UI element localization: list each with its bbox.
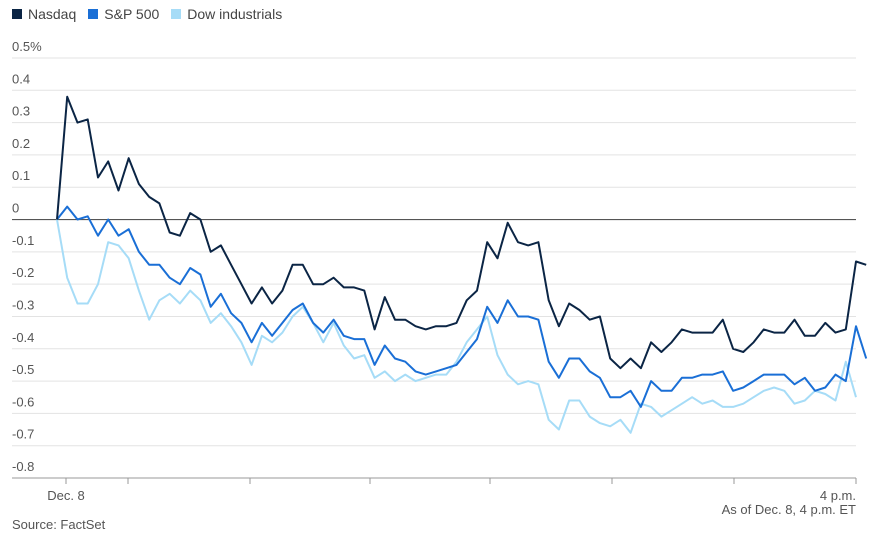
y-axis-labels: 0.5% 0.4 0.3 0.2 0.1 0 -0.1 -0.2 -0.3 -0.4 -0.5 -0.…	[12, 39, 42, 474]
y-tick-label: -0.1	[12, 233, 34, 248]
y-tick-label: -0.6	[12, 394, 34, 409]
x-tick-label: 4 p.m.	[820, 488, 856, 503]
series-line-dow-industrials	[56, 219, 857, 434]
source-note: Source: FactSet	[12, 517, 106, 532]
y-tick-label: 0.5%	[12, 39, 42, 54]
series-lines	[56, 95, 868, 434]
chart-legend: Nasdaq S&P 500 Dow industrials	[12, 6, 294, 22]
series-line-s-p-500	[56, 205, 868, 408]
y-tick-label: 0	[12, 201, 19, 216]
series-line-nasdaq	[56, 95, 867, 370]
y-tick-label: -0.7	[12, 427, 34, 442]
legend-label-sp500: S&P 500	[104, 6, 160, 22]
y-tick-label: 0.1	[12, 168, 30, 183]
legend-item-dow: Dow industrials	[171, 6, 282, 22]
legend-swatch-sp500	[88, 9, 99, 19]
y-tick-label: -0.8	[12, 459, 34, 474]
legend-swatch-nasdaq	[12, 9, 22, 19]
y-tick-label: 0.3	[12, 104, 30, 119]
legend-item-sp500: S&P 500	[88, 6, 159, 22]
legend-item-nasdaq: Nasdaq	[12, 6, 76, 22]
legend-swatch-dow	[171, 9, 182, 19]
x-tick-label: Dec. 8	[47, 488, 85, 503]
legend-label-nasdaq: Nasdaq	[28, 6, 77, 22]
y-tick-label: -0.4	[12, 330, 34, 345]
y-tick-label: 0.2	[12, 136, 30, 151]
y-tick-label: -0.3	[12, 297, 34, 312]
x-axis: Dec. 8 4 p.m.	[12, 477, 857, 503]
legend-label-dow: Dow industrials	[187, 6, 283, 22]
as-of-note: As of Dec. 8, 4 p.m. ET	[721, 502, 856, 517]
y-tick-label: 0.4	[12, 71, 30, 86]
y-tick-label: -0.5	[12, 362, 34, 377]
y-tick-label: -0.2	[12, 265, 34, 280]
gridlines	[12, 57, 856, 479]
